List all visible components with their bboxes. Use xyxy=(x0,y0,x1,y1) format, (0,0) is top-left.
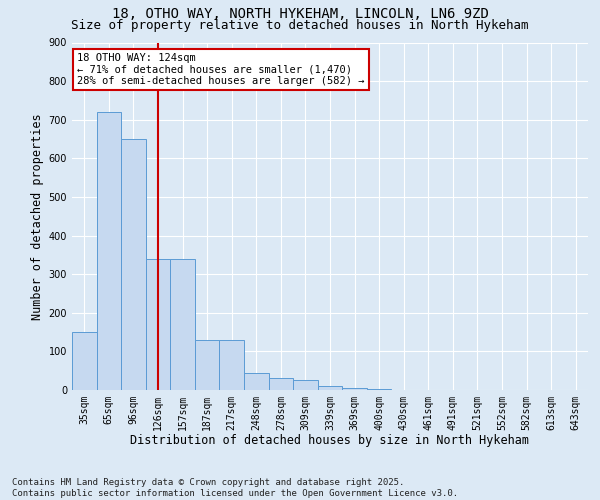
Bar xyxy=(318,386,342,390)
Bar xyxy=(293,380,318,390)
Bar xyxy=(97,112,121,390)
Bar xyxy=(170,258,195,390)
Text: 18, OTHO WAY, NORTH HYKEHAM, LINCOLN, LN6 9ZD: 18, OTHO WAY, NORTH HYKEHAM, LINCOLN, LN… xyxy=(112,8,488,22)
Bar xyxy=(146,258,170,390)
Y-axis label: Number of detached properties: Number of detached properties xyxy=(31,113,44,320)
Text: Contains HM Land Registry data © Crown copyright and database right 2025.
Contai: Contains HM Land Registry data © Crown c… xyxy=(12,478,458,498)
Bar xyxy=(220,340,244,390)
Bar xyxy=(195,340,220,390)
Text: Size of property relative to detached houses in North Hykeham: Size of property relative to detached ho… xyxy=(71,18,529,32)
Bar xyxy=(269,378,293,390)
Bar xyxy=(367,389,391,390)
Bar xyxy=(244,372,269,390)
Text: 18 OTHO WAY: 124sqm
← 71% of detached houses are smaller (1,470)
28% of semi-det: 18 OTHO WAY: 124sqm ← 71% of detached ho… xyxy=(77,53,365,86)
Bar xyxy=(342,388,367,390)
X-axis label: Distribution of detached houses by size in North Hykeham: Distribution of detached houses by size … xyxy=(131,434,530,448)
Bar xyxy=(72,332,97,390)
Bar xyxy=(121,139,146,390)
